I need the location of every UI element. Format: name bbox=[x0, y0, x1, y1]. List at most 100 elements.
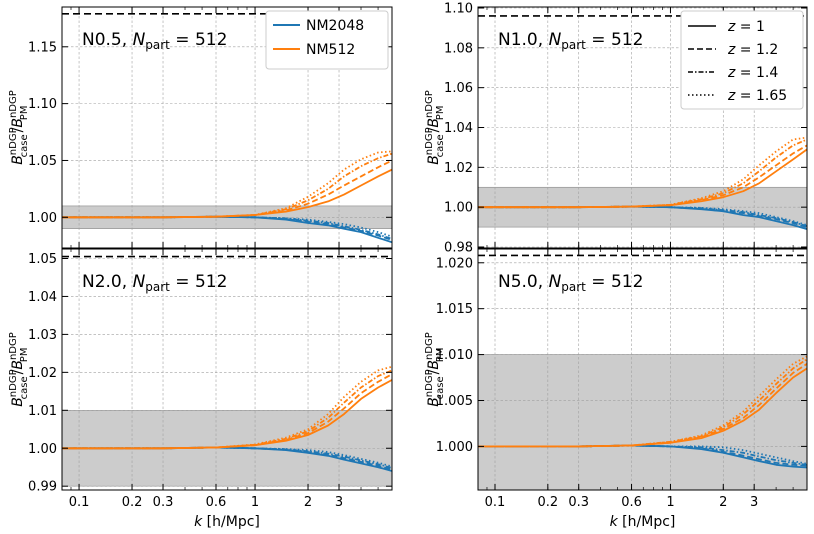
x-tick-label: 3 bbox=[750, 495, 758, 510]
y-tick-label: 1.015 bbox=[436, 302, 473, 317]
ylabel-sub: case bbox=[19, 376, 30, 399]
ylabel-sub: case bbox=[19, 134, 30, 157]
ylabel-sub: case bbox=[435, 134, 446, 157]
y-tick-label: 1.10 bbox=[28, 97, 57, 112]
ylabel-sup: nDGP bbox=[8, 369, 19, 397]
ylabel-b: B bbox=[426, 155, 442, 165]
panel-n5.0: 0.1 0.2 0.3 0.6 1 2 3 1.000 1.005 1.010 1.015 1.020… bbox=[424, 248, 808, 530]
y-tick-label: 1.05 bbox=[28, 252, 57, 267]
panel-title: N2.0, Npart = 512 bbox=[82, 272, 227, 294]
y-tick-label: 1.05 bbox=[28, 154, 57, 169]
ylabel-slash: / bbox=[10, 369, 26, 374]
y-axis-label: BnDGPcase/BnDGPPM bbox=[8, 90, 30, 165]
y-tick-label: 1.00 bbox=[28, 442, 57, 457]
xlabel-unit: [h/Mpc] bbox=[618, 514, 676, 530]
y-tick-label: 1.02 bbox=[28, 366, 57, 381]
panel-title: N1.0, Npart = 512 bbox=[498, 30, 643, 52]
xlabel-unit: [h/Mpc] bbox=[202, 514, 260, 530]
y-tick-label: 1.10 bbox=[444, 1, 473, 16]
series-group bbox=[62, 150, 392, 244]
axes-frame bbox=[61, 6, 393, 249]
y-tick-label: 1.06 bbox=[444, 81, 473, 96]
ylabel-b: B bbox=[10, 360, 26, 370]
y-tick-label: 1.020 bbox=[436, 256, 473, 271]
x-tick-label: 0.2 bbox=[537, 495, 558, 510]
y-tick-label: 1.00 bbox=[444, 201, 473, 216]
panel-title: N5.0, Npart = 512 bbox=[498, 272, 643, 294]
y-tick-label: 1.00 bbox=[28, 211, 57, 226]
y-tick-label: 0.99 bbox=[28, 480, 57, 495]
y-axis-label: BnDGPcase/BnDGPPM bbox=[424, 332, 446, 407]
xlabel-var: k bbox=[610, 514, 619, 530]
legend-box bbox=[680, 10, 804, 110]
y-tick-label: 1.02 bbox=[444, 161, 473, 176]
redshift-legend: z = 1z = 1.2z = 1.4z = 1.65 bbox=[680, 10, 804, 110]
n-part-subscript: part bbox=[145, 280, 170, 294]
ylabel-slash: / bbox=[426, 369, 442, 374]
x-tick-label: 2 bbox=[719, 495, 727, 510]
y-tick-label: 1.010 bbox=[436, 348, 473, 363]
ylabel-sup: nDGP bbox=[424, 369, 435, 397]
legend-label: z = 1.65 bbox=[727, 88, 787, 104]
y-tick-label: 1.08 bbox=[444, 41, 473, 56]
x-axis-label: k [h/Mpc] bbox=[610, 514, 676, 530]
panel-title: N0.5, Npart = 512 bbox=[82, 30, 227, 52]
series-nm512-z1.65 bbox=[478, 136, 807, 209]
legend-var: z bbox=[727, 88, 736, 104]
ylabel-slash: / bbox=[10, 127, 26, 132]
legend-label: NM2048 bbox=[306, 18, 364, 34]
series-nm512-z1.65 bbox=[62, 150, 392, 219]
n-part-value: = 512 bbox=[586, 272, 644, 292]
x-tick-label: 0.1 bbox=[485, 495, 506, 510]
series-legend: NM2048 NM512 bbox=[265, 10, 389, 70]
series-nm512-z1.4 bbox=[478, 138, 807, 209]
ylabel-slash: / bbox=[426, 127, 442, 132]
series-group bbox=[478, 136, 807, 230]
series-nm2048-z1.65 bbox=[478, 205, 807, 226]
n-part-value: = 512 bbox=[586, 30, 644, 50]
ylabel-sup: nDGP bbox=[8, 332, 19, 360]
legend-label: z = 1 bbox=[727, 19, 765, 35]
legend-var: z bbox=[727, 19, 736, 35]
legend-var: z bbox=[727, 42, 736, 58]
y-tick-label: 1.04 bbox=[444, 121, 473, 136]
ylabel-b: B bbox=[10, 155, 26, 165]
legend-eq: = 1 bbox=[735, 19, 765, 35]
panel-title-label: N5.0, bbox=[498, 272, 549, 292]
series-nm2048-z1.4 bbox=[62, 446, 392, 469]
series-nm512-z1.4 bbox=[62, 152, 392, 219]
y-axis-label: BnDGPcase/BnDGPPM bbox=[8, 332, 30, 407]
ylabel-sup: nDGP bbox=[8, 90, 19, 118]
series-nm2048-z1.4 bbox=[478, 205, 807, 227]
ylabel-sub: PM bbox=[19, 106, 30, 121]
x-axis-label: k [h/Mpc] bbox=[194, 514, 260, 530]
y-tick-label: 1.15 bbox=[28, 40, 57, 55]
y-tick-label: 1.03 bbox=[28, 328, 57, 343]
ylabel-sub: PM bbox=[435, 348, 446, 363]
series-nm2048-z1.4 bbox=[478, 444, 807, 466]
n-part-value: = 512 bbox=[170, 272, 228, 292]
legend-eq: = 1.65 bbox=[735, 88, 787, 104]
ylabel-b: B bbox=[426, 360, 442, 370]
series-nm512-z1.2 bbox=[478, 144, 807, 209]
x-tick-label: 0.3 bbox=[568, 495, 589, 510]
ylabel-b: B bbox=[426, 397, 442, 407]
x-tick-label: 0.2 bbox=[122, 495, 143, 510]
x-tick-label: 0.6 bbox=[621, 495, 642, 510]
x-tick-label: 1 bbox=[251, 495, 259, 510]
x-tick-label: 0.1 bbox=[69, 495, 90, 510]
axes-frame bbox=[61, 248, 393, 491]
n-part-subscript: part bbox=[145, 38, 170, 52]
x-tick-label: 1 bbox=[666, 495, 674, 510]
x-tick-label: 3 bbox=[335, 495, 343, 510]
panel-title-label: N2.0, bbox=[82, 272, 133, 292]
panel-n2.0: 0.1 0.2 0.3 0.6 1 2 3 0.99 1.00 1.01 1.02 1.03 1.04 1… bbox=[8, 248, 393, 530]
tolerance-band bbox=[477, 354, 808, 491]
legend-label: z = 1.4 bbox=[727, 65, 778, 81]
panel-n0.5: 1.00 1.05 1.10 1.15 N0.5, Npart = 512 BnDGP ca… bbox=[8, 6, 393, 249]
n-part-value: = 512 bbox=[170, 30, 228, 50]
series-group bbox=[62, 365, 392, 472]
series-nm512-z1.65 bbox=[478, 355, 807, 448]
ylabel-sup: nDGP bbox=[424, 90, 435, 118]
